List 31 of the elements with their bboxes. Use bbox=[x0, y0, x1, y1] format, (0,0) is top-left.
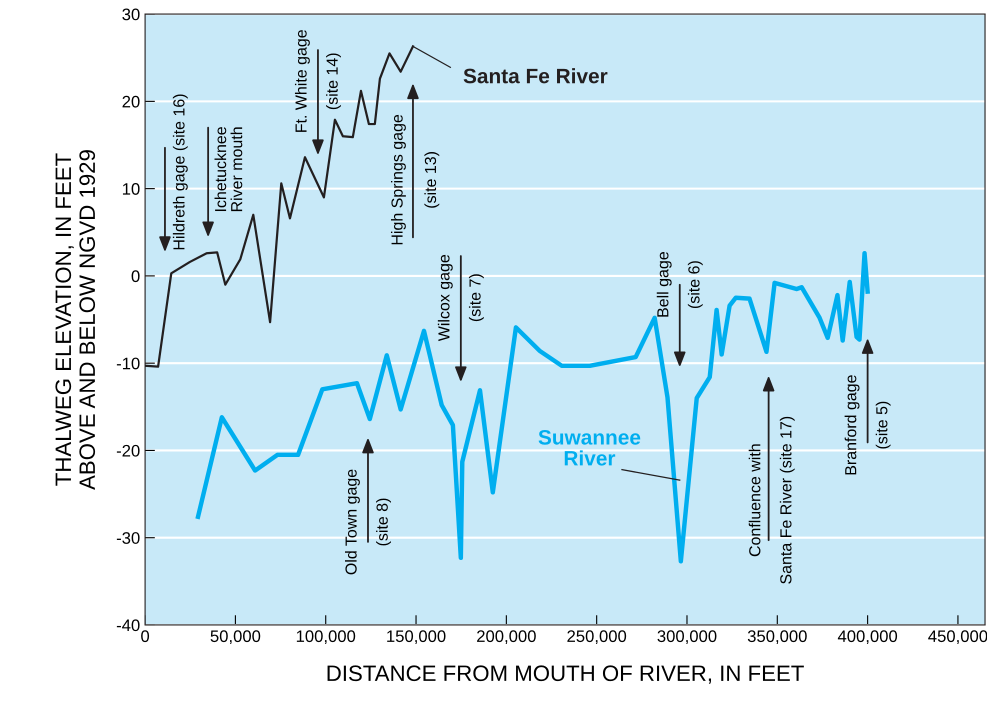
x-tick-label: 100,000 bbox=[296, 630, 356, 644]
y-tick-label: -20 bbox=[116, 444, 140, 457]
y-tick-label: -40 bbox=[116, 619, 140, 632]
text: Santa Fe River bbox=[464, 68, 608, 84]
annotation: Hildreth gage (site 16) bbox=[172, 94, 188, 250]
x-tick-label: 0 bbox=[141, 630, 150, 642]
x-tick-label: 350,000 bbox=[748, 630, 807, 644]
x-tick-label: 250,000 bbox=[567, 630, 626, 644]
y-tick-label: 20 bbox=[122, 96, 140, 108]
annotation: High Springs gage (site 13) bbox=[390, 114, 440, 244]
annotation: Old Town gage (site 8) bbox=[344, 470, 391, 574]
y-tick-label: -30 bbox=[116, 532, 140, 544]
annotation: Branford gage (site 5) bbox=[844, 375, 891, 474]
x-tick-label: 50,000 bbox=[210, 630, 260, 644]
y-tick-label: 10 bbox=[122, 183, 140, 195]
annotation: Ichetucknee River mouth bbox=[214, 127, 242, 212]
series-label: Suwannee River bbox=[538, 430, 640, 466]
y-tick-label: -10 bbox=[116, 358, 140, 370]
y-tick-label: 0 bbox=[132, 270, 140, 282]
text: Confluence with Santa Fe River (site 17) bbox=[748, 416, 795, 584]
x-tick-label: 150,000 bbox=[387, 630, 446, 644]
x-axis-title: DISTANCE FROM MOUTH OF RIVER, IN FEET bbox=[328, 665, 804, 684]
x-tick-label: 200,000 bbox=[477, 630, 536, 644]
annotation: Ft. White gage (site 14) bbox=[294, 30, 341, 132]
y-tick-label: 30 bbox=[122, 8, 140, 20]
y-axis-title: THALWEG ELEVATION, IN FEET ABOVE AND BELOW NGVD 1929 bbox=[55, 150, 96, 490]
annotation: Bell gage (site 6) bbox=[656, 252, 703, 317]
x-tick-label: 450,000 bbox=[928, 630, 987, 644]
x-tick-label: 400,000 bbox=[838, 630, 898, 644]
annotation: Wilcox gage (site 7) bbox=[438, 254, 484, 342]
x-tick-label: 300,000 bbox=[658, 630, 716, 644]
